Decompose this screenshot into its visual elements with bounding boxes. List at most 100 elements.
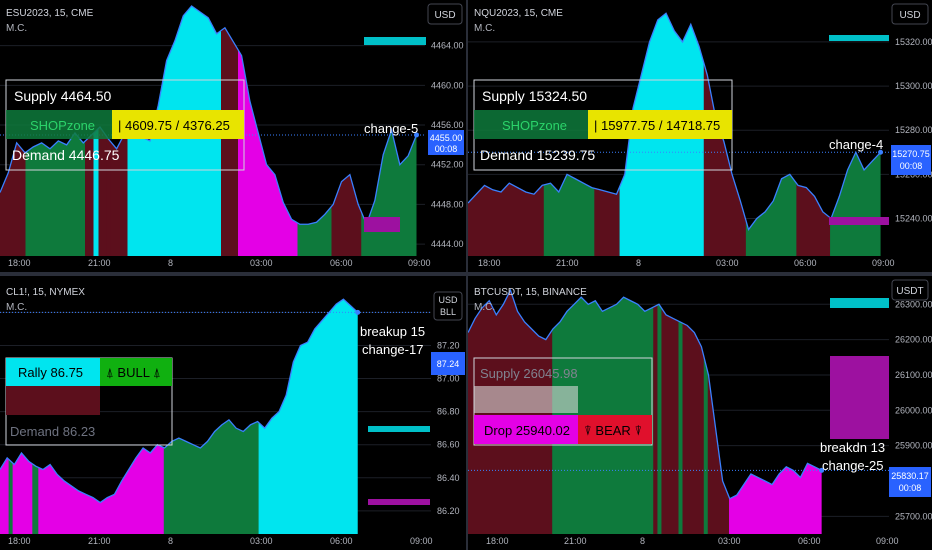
cl-x-tick-5: 09:00: [410, 536, 433, 546]
es-y-tick-1: 4460.00: [431, 80, 464, 90]
nq-x-tick-2: 8: [636, 258, 641, 268]
cl-supply-band: [368, 426, 430, 432]
btc-stripe-1: [657, 290, 662, 534]
es-area-segment-6: [297, 5, 332, 256]
es-price-axis: [425, 0, 466, 256]
nq-indicator-label: M.C.: [474, 23, 495, 34]
cl-demand-label: Demand 86.23: [10, 424, 95, 439]
cl-indicator-label: M.C.: [6, 302, 27, 313]
cl-breakup-label: breakup 15: [360, 324, 425, 339]
nq-currency-button[interactable]: [891, 3, 929, 25]
btc-countdown: 00:08: [899, 483, 922, 493]
cl-rally-bg: [6, 358, 100, 386]
nq-y-tick-1: 15300.00: [895, 81, 932, 91]
btc-last-price-box: [889, 467, 931, 497]
es-demand-label: Demand 4446.75: [12, 147, 120, 163]
es-currency-button[interactable]: [427, 3, 463, 25]
btc-y-tick-1: 26200.00: [895, 335, 932, 345]
btc-currency-button[interactable]: [891, 279, 929, 301]
cl-currency-button[interactable]: [433, 291, 463, 321]
cl-last-price: 87.24: [437, 359, 460, 369]
cl-x-tick-0: 18:00: [8, 536, 31, 546]
cl-y-tick-4: 86.60: [437, 440, 460, 450]
es-x-tick-1: 21:00: [88, 258, 111, 268]
es-currency-label: USD: [434, 10, 455, 21]
nq-range-bg: [588, 110, 732, 139]
es-x-tick-5: 09:00: [408, 258, 431, 268]
es-last-price-box: [428, 130, 464, 155]
cl-y-tick-2: 87.00: [437, 374, 460, 384]
btc-supply-band: [830, 298, 889, 308]
nq-x-tick-1: 21:00: [556, 258, 579, 268]
nq-supply-label: Supply 15324.50: [482, 88, 587, 104]
es-symbol-label: ESU2023, 15, CME: [6, 8, 94, 19]
es-supply-band: [364, 37, 426, 45]
es-x-tick-2: 8: [168, 258, 173, 268]
btc-currency-label: USDT: [896, 286, 923, 297]
es-y-tick-3: 4452.00: [431, 160, 464, 170]
nq-last-price: 15270.75: [892, 149, 930, 159]
cl-bull-bg: [100, 358, 172, 386]
nq-watermark-bg: [474, 110, 588, 139]
es-last-price-dot: [414, 132, 419, 138]
cl-area-segment-2: [258, 299, 358, 534]
nq-last-price-dot: [878, 149, 884, 155]
es-x-tick-3: 03:00: [250, 258, 273, 268]
cl-price-line: [0, 298, 359, 504]
es-change-label: change-5: [364, 121, 418, 136]
btc-price-line: [468, 288, 822, 500]
es-y-tick-5: 4444.00: [431, 239, 464, 249]
btc-area-segment-3: [729, 290, 822, 534]
cl-x-tick-2: 8: [168, 536, 173, 546]
cl-change-label: change-17: [362, 342, 423, 357]
nq-x-tick-5: 09:00: [872, 258, 895, 268]
es-price-line: [0, 5, 418, 227]
cl-bull-label: ⍋ BULL ⍋: [106, 365, 161, 380]
btc-indicator-label: M.C.: [474, 302, 495, 313]
nq-range-label: | 15977.75 / 14718.75: [594, 118, 720, 133]
chart-panel-nq[interactable]: 15320.0015300.0015280.0015260.0015240.00…: [468, 0, 932, 272]
cl-rally-label: Rally 86.75: [18, 365, 83, 380]
cl-x-tick-1: 21:00: [88, 536, 111, 546]
btc-last-price-dot: [819, 467, 825, 473]
btc-stripe-0: [594, 290, 603, 534]
nq-y-tick-2: 15280.00: [895, 125, 932, 135]
chart-panel-es[interactable]: 4464.00 4460.00 4456.00 4452.00 4448.00 4444.…: [0, 0, 466, 272]
nq-demand-band: [829, 217, 889, 225]
cl-y-tick-1: 87.20: [437, 340, 460, 350]
btc-symbol-label: BTCUSDT, 15, BINANCE: [474, 287, 587, 298]
es-demand-band: [364, 217, 400, 232]
cl-x-tick-3: 03:00: [250, 536, 273, 546]
cl-y-tick-3: 86.80: [437, 407, 460, 417]
nq-watermark: SHOPzone: [502, 118, 567, 133]
btc-breakdn-label: breakdn 13: [820, 440, 885, 455]
btc-stripe-3: [703, 290, 708, 534]
btc-x-tick-3: 03:00: [718, 536, 741, 546]
es-y-tick-4: 4448.00: [431, 199, 464, 209]
btc-y-tick-3: 26000.00: [895, 405, 932, 415]
nq-currency-label: USD: [899, 10, 920, 21]
es-range-bg: [112, 110, 244, 139]
cl-currency-unit: BLL: [440, 307, 456, 317]
btc-x-tick-0: 18:00: [486, 536, 509, 546]
btc-stripe-2: [678, 290, 683, 534]
nq-x-tick-4: 06:00: [794, 258, 817, 268]
es-watermark-bg: [6, 110, 112, 139]
chart-panel-btc[interactable]: 26300.00 26200.00 26100.00 26000.00 25900.00…: [468, 276, 932, 550]
cl-x-tick-4: 06:00: [330, 536, 353, 546]
cl-symbol-label: CL1!, 15, NYMEX: [6, 287, 85, 298]
nq-x-tick-3: 03:00: [716, 258, 739, 268]
nq-area-segment-5: [745, 13, 797, 256]
nq-price-axis: [889, 0, 932, 256]
horizontal-divider[interactable]: [0, 272, 932, 276]
es-indicator-label: M.C.: [6, 23, 27, 34]
es-last-price: 4455.00: [430, 133, 463, 143]
nq-chart-svg: 15320.0015300.0015280.0015260.0015240.00…: [468, 0, 932, 268]
es-watermark: SHOPzone: [30, 118, 95, 133]
es-supply-label: Supply 4464.50: [14, 88, 112, 104]
btc-area-segment-2: [653, 290, 730, 534]
es-x-tick-0: 18:00: [8, 258, 31, 268]
cl-last-price-box: [431, 352, 465, 375]
